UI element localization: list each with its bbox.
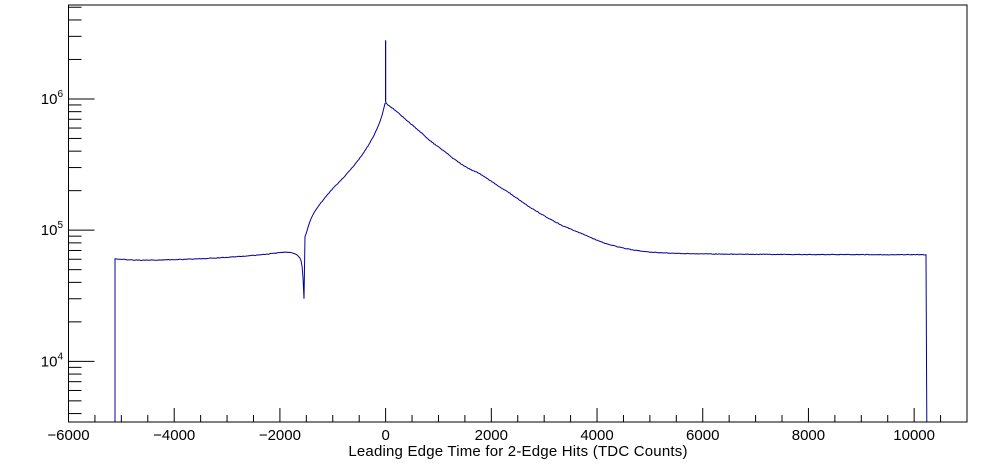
y-axis-ticks <box>68 6 95 415</box>
x-tick-label: 8000 <box>792 427 825 444</box>
x-tick-label: 6000 <box>686 427 719 444</box>
histogram-line <box>114 101 928 423</box>
x-tick-label: 4000 <box>580 427 613 444</box>
x-tick-label: −2000 <box>259 427 301 444</box>
plot-frame <box>68 4 968 423</box>
y-tick-label: 105 <box>41 220 64 239</box>
x-axis-tick-labels: −6000 −4000 −2000 0 2000 4000 6000 8000 10000 <box>47 427 935 444</box>
x-tick-label: 10000 <box>893 427 935 444</box>
x-tick-label: 2000 <box>475 427 508 444</box>
x-tick-label: −4000 <box>153 427 195 444</box>
x-axis-title: Leading Edge Time for 2-Edge Hits (TDC C… <box>348 443 688 460</box>
x-axis-ticks <box>68 408 942 422</box>
x-tick-label: −6000 <box>47 427 89 444</box>
y-axis-tick-labels: 104 105 106 <box>41 89 64 370</box>
x-tick-label: 0 <box>381 427 389 444</box>
y-tick-label: 104 <box>41 351 64 370</box>
y-tick-label: 106 <box>41 89 64 108</box>
